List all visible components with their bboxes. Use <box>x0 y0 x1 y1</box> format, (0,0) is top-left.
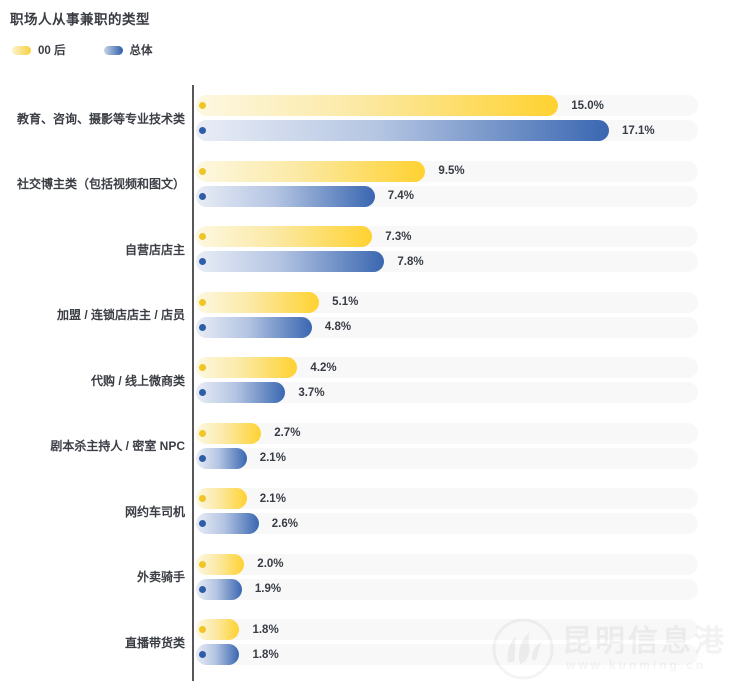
value-label: 7.3% <box>385 230 412 243</box>
bar-start-dot-icon <box>199 651 206 658</box>
bar-start-dot-icon <box>199 429 206 437</box>
legend: 00 后 总体 <box>12 42 153 58</box>
bar-zongti <box>196 578 242 600</box>
bar-start-dot-icon <box>199 364 206 371</box>
category-label: 剧本杀主持人 / 密室 NPC <box>50 439 185 453</box>
bar-00hou <box>196 160 426 182</box>
bar-rows: 教育、咨询、摄影等专业技术类 15.0% 17.1% 社交博主类（包括视频和图文） 9.… <box>0 85 732 665</box>
legend-swatch-zongti-icon <box>103 45 123 55</box>
legend-label-00hou: 00 后 <box>38 45 66 57</box>
value-label: 5.1% <box>332 296 359 308</box>
bar-zongti <box>196 644 240 665</box>
bar-zongti <box>196 185 375 207</box>
bar-start-dot-icon <box>199 454 206 462</box>
category-label: 外卖骑手 <box>136 570 185 584</box>
bar-track <box>196 357 698 378</box>
category-group: 代购 / 线上微商类 4.2% 3.7% <box>0 357 732 403</box>
category-group: 剧本杀主持人 / 密室 NPC 2.7% 2.1% <box>0 422 732 469</box>
category-label: 网约车司机 <box>124 504 185 519</box>
category-label: 自营店店主 <box>124 242 185 257</box>
bar-00hou <box>196 619 240 640</box>
value-label: 4.2% <box>310 361 337 374</box>
bar-00hou <box>196 553 245 575</box>
category-group: 直播带货类 1.8% 1.8% <box>0 619 732 665</box>
value-label: 2.7% <box>274 427 301 439</box>
bar-00hou <box>196 291 320 313</box>
value-label: 2.0% <box>257 558 284 570</box>
bar-track <box>196 578 698 600</box>
chart-title: 职场人从事兼职的类型 <box>10 12 150 27</box>
bar-start-dot-icon <box>199 127 206 134</box>
value-label: 2.6% <box>271 517 298 530</box>
category-group: 社交博主类（包括视频和图文） 9.5% 7.4% <box>0 160 732 207</box>
plot-area: 教育、咨询、摄影等专业技术类 15.0% 17.1% 社交博主类（包括视频和图文） 9.… <box>0 85 732 685</box>
y-axis-line <box>192 85 194 681</box>
value-label: 1.8% <box>252 648 279 661</box>
bar-start-dot-icon <box>199 233 206 240</box>
value-label: 7.4% <box>387 190 414 202</box>
category-label: 社交博主类（包括视频和图文） <box>16 177 185 191</box>
category-group: 网约车司机 2.1% 2.6% <box>0 488 732 534</box>
bar-zongti <box>196 120 609 141</box>
category-label: 代购 / 线上微商类 <box>90 373 185 388</box>
bar-track <box>196 422 698 444</box>
category-group: 加盟 / 连锁店店主 / 店员 5.1% 4.8% <box>0 291 732 338</box>
bar-track <box>196 488 698 509</box>
bar-start-dot-icon <box>199 192 206 200</box>
bar-zongti <box>196 513 259 534</box>
bar-track <box>196 291 698 313</box>
value-label: 15.0% <box>571 99 604 112</box>
bar-zongti <box>196 382 286 403</box>
value-label: 3.7% <box>298 386 325 399</box>
bar-start-dot-icon <box>199 323 206 331</box>
legend-item-00hou: 00 后 <box>12 42 66 58</box>
category-label: 加盟 / 连锁店店主 / 店员 <box>56 308 185 322</box>
bar-track <box>196 382 698 403</box>
value-label: 1.9% <box>254 583 282 595</box>
value-label: 1.8% <box>252 623 279 636</box>
bar-00hou <box>196 488 247 509</box>
category-label: 直播带货类 <box>124 635 185 650</box>
bar-start-dot-icon <box>199 389 206 396</box>
bar-track <box>196 553 698 575</box>
bar-zongti <box>196 447 247 469</box>
category-label: 教育、咨询、摄影等专业技术类 <box>16 111 185 126</box>
bar-track <box>196 644 698 665</box>
bar-start-dot-icon <box>199 585 206 593</box>
value-label: 4.8% <box>324 321 352 333</box>
bar-start-dot-icon <box>199 520 206 527</box>
value-label: 2.1% <box>259 492 286 505</box>
category-group: 自营店店主 7.3% 7.8% <box>0 226 732 272</box>
bar-track <box>196 316 698 338</box>
bar-start-dot-icon <box>199 102 206 109</box>
bar-start-dot-icon <box>199 626 206 633</box>
bar-start-dot-icon <box>199 298 206 306</box>
bar-start-dot-icon <box>199 258 206 265</box>
legend-item-zongti: 总体 <box>103 42 153 58</box>
category-group: 教育、咨询、摄影等专业技术类 15.0% 17.1% <box>0 95 732 141</box>
category-group: 外卖骑手 2.0% 1.9% <box>0 553 732 600</box>
bar-start-dot-icon <box>199 495 206 502</box>
bar-track <box>196 619 698 640</box>
bar-track <box>196 513 698 534</box>
bar-zongti <box>196 251 385 272</box>
bar-00hou <box>196 226 373 247</box>
legend-label-zongti: 总体 <box>129 45 153 57</box>
bar-start-dot-icon <box>199 560 206 568</box>
value-label: 7.8% <box>397 255 424 268</box>
bar-zongti <box>196 316 312 338</box>
bar-start-dot-icon <box>199 167 206 175</box>
bar-00hou <box>196 357 298 378</box>
value-label: 2.1% <box>259 452 286 464</box>
legend-swatch-00hou-icon <box>12 45 31 55</box>
value-label: 17.1% <box>621 124 655 137</box>
bar-00hou <box>196 422 262 444</box>
value-label: 9.5% <box>438 165 465 177</box>
bar-00hou <box>196 95 559 116</box>
bar-track <box>196 447 698 469</box>
